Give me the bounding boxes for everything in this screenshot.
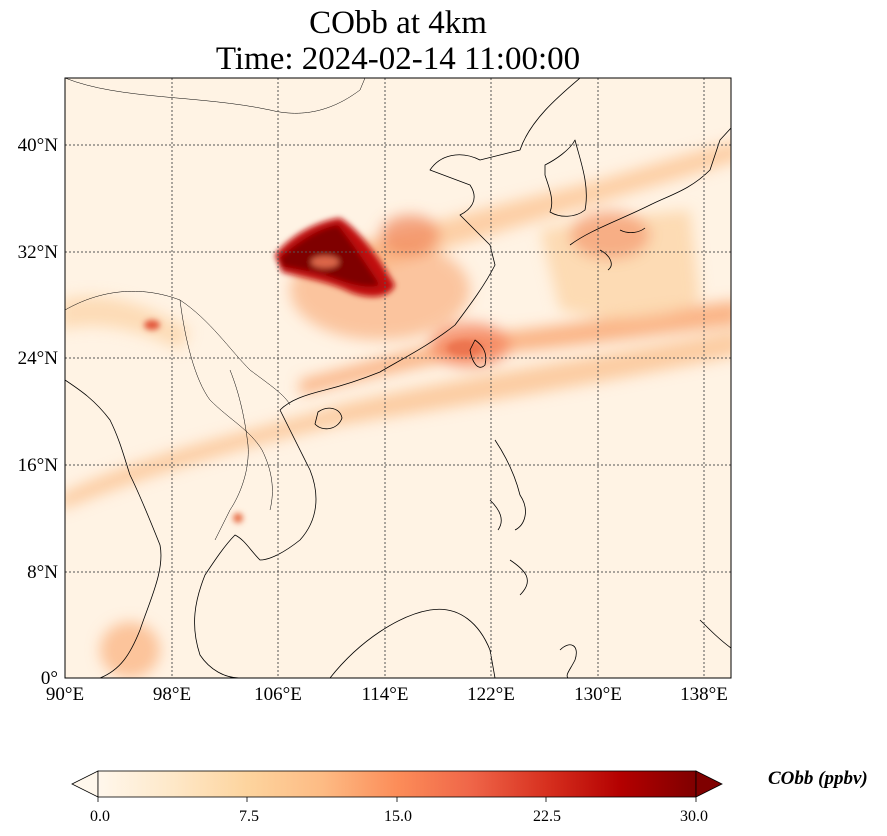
colorbar-extend-min <box>71 770 99 798</box>
colorbar-extend-max <box>695 770 723 798</box>
map-title-line1: CObb at 4km <box>309 5 487 41</box>
map-title-line2: Time: 2024-02-14 11:00:00 <box>215 41 581 77</box>
inland-border-3 <box>214 369 249 541</box>
gridlines <box>65 78 731 678</box>
lat-tick-label: 24°N <box>18 348 59 369</box>
lon-tick-label: 138°E <box>680 684 728 705</box>
plume-northeast-band <box>350 142 731 275</box>
lon-tick-labels: 90°E 98°E 106°E 114°E 122°E 130°E 138°E <box>46 684 728 705</box>
lon-tick-label: 98°E <box>153 684 191 705</box>
borneo-coastline <box>329 608 496 678</box>
plume-west-band <box>65 296 190 350</box>
colorbar-label: CObb (ppbv) <box>768 768 868 789</box>
hainan-coastline <box>314 407 343 430</box>
plume-shanghai-glow <box>380 215 440 255</box>
lon-tick-label: 122°E <box>467 684 515 705</box>
lat-tick-label: 16°N <box>18 455 59 476</box>
lat-tick-label: 8°N <box>27 562 58 583</box>
colorbar-tick-label: 7.5 <box>239 808 259 825</box>
colorbar-tick-label: 30.0 <box>680 808 708 825</box>
concentration-field <box>65 142 731 678</box>
colorbar-tick-label: 15.0 <box>384 808 412 825</box>
inland-border-4 <box>65 78 366 114</box>
japan-coastline <box>569 127 731 271</box>
plume-hotspot-taiwan <box>447 340 483 356</box>
lon-tick-label: 106°E <box>254 684 302 705</box>
lon-tick-label: 130°E <box>574 684 622 705</box>
plume-core-hole <box>311 256 339 268</box>
plume-southern-band <box>65 331 731 509</box>
lat-tick-labels: 0° 8°N 16°N 24°N 32°N 40°N <box>18 135 59 689</box>
sulawesi-coastline <box>559 644 577 678</box>
philippines-coastline <box>489 439 528 596</box>
inland-border-1 <box>65 291 291 406</box>
china-coastline <box>279 78 581 411</box>
plume-core-inner <box>280 225 380 287</box>
colorbar-tick-label: 0.0 <box>90 808 110 825</box>
lat-tick-label: 32°N <box>18 242 59 263</box>
plume-japan-glow <box>570 211 650 259</box>
inland-border-2 <box>179 299 273 511</box>
lon-tick-label: 90°E <box>46 684 84 705</box>
lon-tick-label: 114°E <box>362 684 409 705</box>
colorbar: 0.0 7.5 15.0 22.5 30.0 <box>71 770 723 825</box>
coastlines <box>65 78 731 678</box>
plume-hotspot-west <box>144 320 160 330</box>
plume-southwest-spot <box>100 622 160 678</box>
taiwan-coastline <box>469 339 487 368</box>
new-guinea-coastline <box>699 619 731 649</box>
map-frame <box>64 77 732 679</box>
colorbar-body <box>97 770 697 798</box>
lat-tick-label: 0° <box>41 668 58 689</box>
map-background <box>65 78 731 678</box>
indochina-coastline <box>194 409 317 678</box>
colorbar-tick-label: 22.5 <box>533 808 561 825</box>
korea-coastline <box>544 139 587 217</box>
bay-of-bengal-coastline <box>65 379 162 678</box>
plume-coastal-band <box>300 301 731 395</box>
lat-tick-label: 40°N <box>18 135 59 156</box>
plume-hotspot-cambodia <box>233 513 243 523</box>
